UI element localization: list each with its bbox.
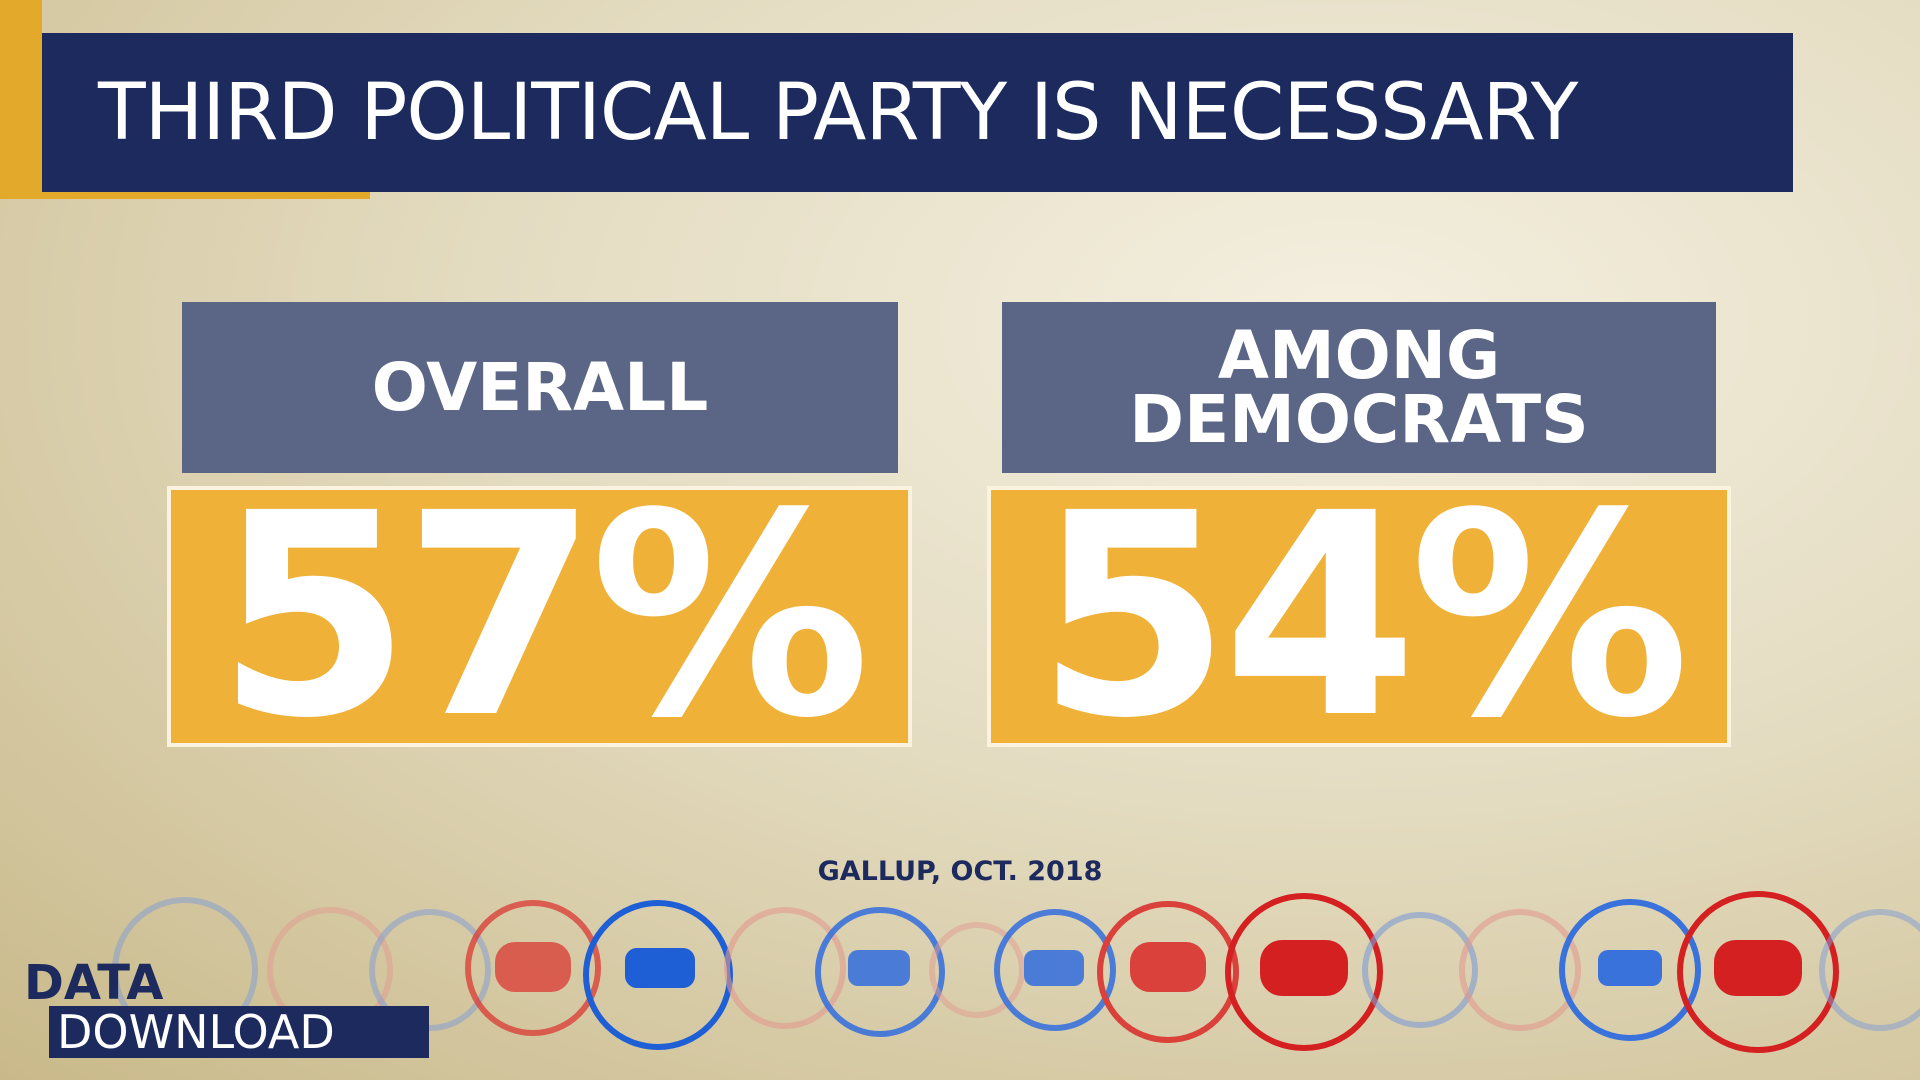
card-value: 54%: [987, 454, 1731, 780]
card-label: AMONG DEMOCRATS: [1002, 302, 1716, 473]
party-icons: [112, 891, 1920, 1053]
title: THIRD POLITICAL PARTY IS NECESSARY: [42, 33, 1793, 192]
card-label: OVERALL: [182, 302, 898, 473]
logo-text: DOWNLOAD: [49, 1006, 429, 1058]
logo-text: DATA_: [24, 955, 188, 1011]
accent-line: [0, 192, 370, 199]
source: GALLUP, OCT. 2018: [817, 856, 1103, 887]
card-value: 57%: [167, 454, 912, 780]
accent-bar: [0, 0, 42, 198]
